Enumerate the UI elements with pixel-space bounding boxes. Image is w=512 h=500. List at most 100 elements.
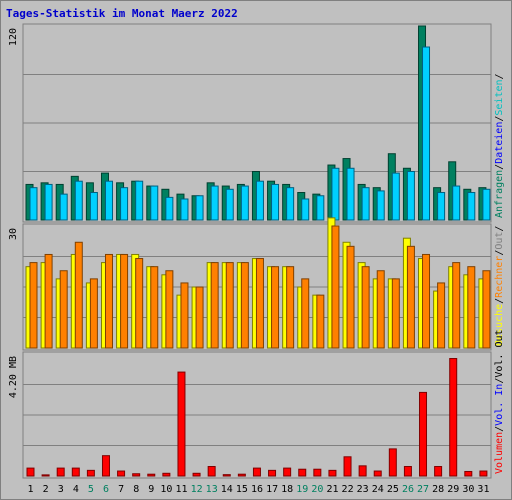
bar-volumen-24 bbox=[373, 470, 382, 477]
bar-rechner-2 bbox=[44, 253, 53, 349]
legend-label: / bbox=[494, 116, 505, 122]
bar-dateien-17 bbox=[271, 183, 280, 221]
x-tick-label-19: 19 bbox=[296, 484, 308, 495]
bar-dateien-19 bbox=[301, 198, 310, 221]
x-tick-label-16: 16 bbox=[251, 484, 263, 495]
bar-dateien-16 bbox=[255, 180, 264, 221]
bar-volumen-26 bbox=[403, 466, 412, 477]
bar-dateien-1 bbox=[29, 187, 38, 221]
bar-volumen-2 bbox=[41, 474, 50, 477]
bar-volumen-5 bbox=[86, 469, 95, 477]
legend-label: Rechner bbox=[494, 256, 505, 298]
bar-rechner-17 bbox=[271, 266, 280, 349]
legend-label: Vol. Out bbox=[494, 329, 505, 377]
panel-top-legend: Anfragen/Dateien/Seiten/ bbox=[494, 73, 505, 218]
bar-rechner-3 bbox=[59, 270, 68, 349]
bar-volumen-14 bbox=[222, 474, 231, 477]
bar-rechner-28 bbox=[437, 282, 446, 349]
legend-label: / bbox=[494, 298, 505, 304]
x-tick-label-29: 29 bbox=[447, 484, 459, 495]
bar-volumen-15 bbox=[237, 473, 246, 477]
bar-dateien-12 bbox=[195, 195, 204, 221]
x-tick-label-23: 23 bbox=[357, 484, 369, 495]
bar-dateien-14 bbox=[225, 188, 234, 221]
bar-dateien-10 bbox=[165, 196, 174, 221]
x-tick-label-1: 1 bbox=[28, 484, 34, 495]
bar-rechner-5 bbox=[89, 278, 98, 349]
bar-dateien-11 bbox=[180, 198, 189, 221]
bar-dateien-18 bbox=[286, 187, 295, 221]
legend-label: / bbox=[494, 378, 505, 384]
bar-dateien-22 bbox=[346, 167, 355, 221]
x-tick-label-26: 26 bbox=[402, 484, 414, 495]
bar-rechner-15 bbox=[240, 262, 249, 349]
bar-rechner-8 bbox=[135, 258, 144, 349]
bar-dateien-13 bbox=[210, 185, 219, 221]
x-tick-label-7: 7 bbox=[118, 484, 124, 495]
bar-volumen-20 bbox=[313, 468, 322, 477]
bar-volumen-16 bbox=[252, 467, 261, 477]
legend-label: / bbox=[494, 426, 505, 432]
bar-volumen-1 bbox=[26, 467, 35, 477]
legend-label: Volumen bbox=[494, 432, 505, 474]
bar-dateien-26 bbox=[406, 171, 415, 221]
x-tick-label-17: 17 bbox=[266, 484, 278, 495]
bar-rechner-1 bbox=[29, 262, 38, 349]
legend-label: Seiten bbox=[494, 79, 505, 115]
bar-dateien-15 bbox=[240, 185, 249, 221]
bar-volumen-4 bbox=[71, 467, 80, 477]
bar-volumen-17 bbox=[268, 469, 277, 477]
x-tick-label-15: 15 bbox=[236, 484, 248, 495]
bar-volumen-30 bbox=[464, 470, 473, 477]
bar-dateien-8 bbox=[135, 180, 144, 221]
bar-rechner-7 bbox=[120, 253, 129, 349]
x-tick-label-28: 28 bbox=[432, 484, 444, 495]
bar-dateien-24 bbox=[376, 190, 385, 221]
panel-middle-legend: Besuche/Rechner/Out/ bbox=[494, 226, 505, 346]
bar-rechner-22 bbox=[346, 245, 355, 349]
bar-volumen-11 bbox=[177, 371, 186, 477]
bar-rechner-23 bbox=[361, 266, 370, 349]
legend-label: Dateien bbox=[494, 122, 505, 164]
bar-volumen-28 bbox=[434, 466, 443, 477]
panel-top-scale-label: 120 bbox=[8, 28, 19, 46]
x-tick-label-30: 30 bbox=[462, 484, 474, 495]
bar-dateien-5 bbox=[89, 192, 98, 221]
x-tick-label-11: 11 bbox=[175, 484, 187, 495]
panel-top: 120 Anfragen/Dateien/Seiten/ bbox=[8, 23, 505, 223]
x-tick-label-25: 25 bbox=[387, 484, 399, 495]
bar-rechner-31 bbox=[482, 270, 491, 349]
bar-volumen-29 bbox=[449, 358, 458, 477]
bar-dateien-2 bbox=[44, 183, 53, 221]
bar-rechner-9 bbox=[150, 266, 159, 349]
bar-dateien-9 bbox=[150, 185, 159, 221]
bar-volumen-19 bbox=[298, 468, 307, 477]
bar-dateien-6 bbox=[104, 180, 113, 221]
x-tick-label-3: 3 bbox=[58, 484, 64, 495]
bar-dateien-3 bbox=[59, 193, 68, 221]
panel-bottom-scale-label: 4.20 MB bbox=[8, 356, 19, 398]
legend-label: Vol. In bbox=[494, 384, 505, 426]
bar-dateien-4 bbox=[74, 180, 83, 221]
bar-rechner-30 bbox=[467, 266, 476, 349]
bar-rechner-11 bbox=[180, 282, 189, 349]
x-tick-label-13: 13 bbox=[206, 484, 218, 495]
bar-rechner-4 bbox=[74, 241, 83, 349]
bar-volumen-12 bbox=[192, 472, 201, 477]
legend-label: Besuche bbox=[494, 304, 505, 346]
bar-rechner-19 bbox=[301, 278, 310, 349]
legend-label: / bbox=[494, 250, 505, 256]
bar-volumen-23 bbox=[358, 465, 367, 477]
bar-rechner-13 bbox=[210, 262, 219, 349]
bar-volumen-27 bbox=[419, 391, 428, 477]
panel-bottom-legend: Volumen/Vol. In/Vol. Out bbox=[494, 329, 505, 474]
bar-volumen-6 bbox=[101, 455, 110, 477]
x-tick-label-18: 18 bbox=[281, 484, 293, 495]
bar-volumen-8 bbox=[132, 473, 141, 477]
x-tick-label-24: 24 bbox=[372, 484, 384, 495]
bar-rechner-12 bbox=[195, 286, 204, 349]
bar-dateien-7 bbox=[120, 187, 129, 221]
